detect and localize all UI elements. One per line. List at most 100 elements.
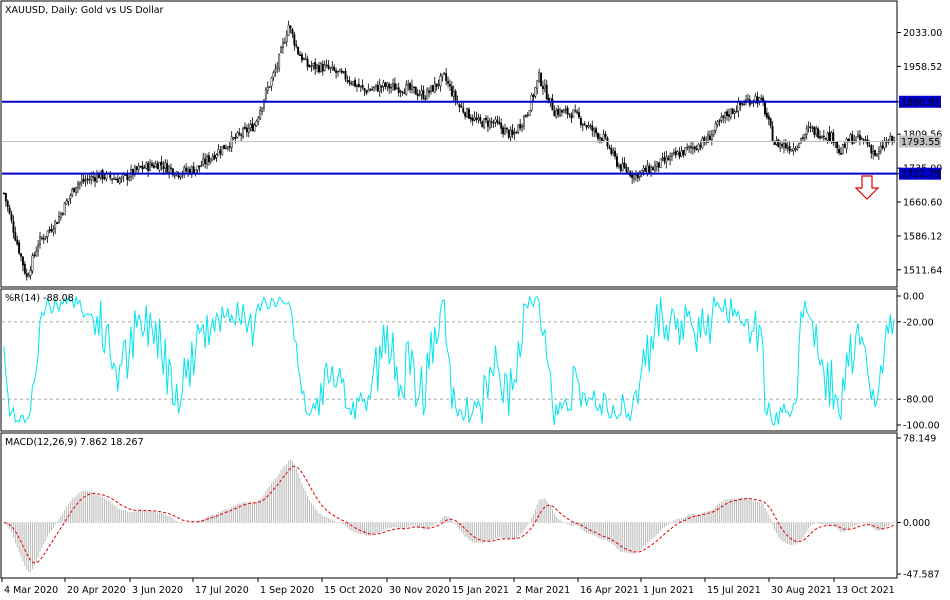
candle [369, 88, 372, 92]
candle [731, 107, 734, 115]
candle [356, 83, 358, 92]
candle [357, 78, 360, 88]
candle [312, 62, 315, 71]
candle [466, 107, 468, 118]
candle [602, 129, 605, 142]
candle [682, 149, 685, 158]
candle [333, 64, 336, 72]
candle [507, 129, 510, 140]
candle [40, 235, 43, 241]
candle [612, 147, 615, 157]
candle [297, 46, 300, 56]
candle [726, 108, 728, 121]
candle [560, 109, 563, 117]
candle [619, 163, 622, 175]
candle [802, 134, 804, 142]
candle [185, 163, 188, 173]
candle [209, 157, 212, 165]
candle [287, 20, 290, 36]
candle [733, 109, 736, 120]
candle [585, 124, 588, 131]
candle [604, 131, 607, 140]
candle [276, 62, 279, 73]
candle [521, 123, 524, 133]
candle [845, 137, 848, 154]
candle [815, 125, 818, 137]
candle [264, 87, 267, 103]
candle [78, 181, 81, 190]
candle [289, 25, 292, 34]
candle [430, 85, 432, 95]
candle [302, 57, 305, 61]
candle [686, 143, 689, 151]
down-arrow-icon[interactable] [854, 175, 880, 200]
candle [517, 124, 520, 135]
candle [591, 120, 594, 137]
candle [534, 86, 537, 99]
candle [566, 105, 569, 119]
candle [259, 106, 262, 120]
candle [344, 67, 347, 83]
x-tick-label: 2 Mar 2021 [516, 585, 570, 596]
candle [247, 123, 250, 138]
candle [454, 89, 457, 106]
candle [268, 86, 271, 88]
candle [500, 118, 503, 135]
macd-tick-label: 0.000 [903, 518, 930, 529]
candle [870, 143, 873, 159]
candle [809, 122, 812, 133]
candle [727, 108, 730, 122]
candle [540, 72, 542, 87]
candle [236, 131, 239, 139]
candle [329, 67, 332, 74]
candle [4, 192, 7, 207]
candle [676, 150, 679, 155]
candle [306, 55, 309, 71]
candle [118, 176, 121, 185]
candle [160, 155, 163, 171]
candle [589, 123, 592, 130]
y-tick-label: 1958.52 [903, 62, 942, 73]
candle [114, 176, 117, 181]
candle [796, 144, 799, 152]
candle [213, 151, 216, 161]
candle [817, 126, 820, 139]
candle [278, 53, 281, 73]
candle [490, 117, 493, 128]
candle [359, 85, 362, 93]
candle [266, 81, 269, 94]
candle [843, 141, 846, 148]
candle [600, 137, 603, 144]
candle [319, 61, 322, 73]
candle [270, 76, 273, 92]
candle [314, 58, 317, 76]
candle [701, 136, 704, 150]
candle [149, 159, 152, 171]
candle [813, 126, 816, 138]
candle [397, 82, 400, 97]
candle [42, 234, 45, 244]
candle [67, 198, 70, 207]
candle [877, 146, 880, 161]
horizontal-levels[interactable] [2, 100, 897, 175]
candle [523, 114, 525, 131]
candle [8, 204, 11, 215]
candle [805, 124, 808, 140]
candle [819, 130, 821, 141]
candle [450, 81, 453, 98]
macd-pane[interactable] [0, 432, 898, 579]
candle [54, 219, 57, 235]
x-tick-label: 15 Oct 2020 [324, 585, 383, 596]
candle [543, 79, 546, 93]
candle [469, 114, 472, 123]
candle [403, 88, 406, 94]
candle [232, 137, 235, 141]
candle [392, 78, 394, 92]
candle [352, 81, 355, 87]
candle [858, 130, 861, 146]
candle [479, 114, 482, 124]
candle [443, 72, 446, 75]
price-pane[interactable] [0, 0, 898, 288]
candle [494, 116, 497, 128]
